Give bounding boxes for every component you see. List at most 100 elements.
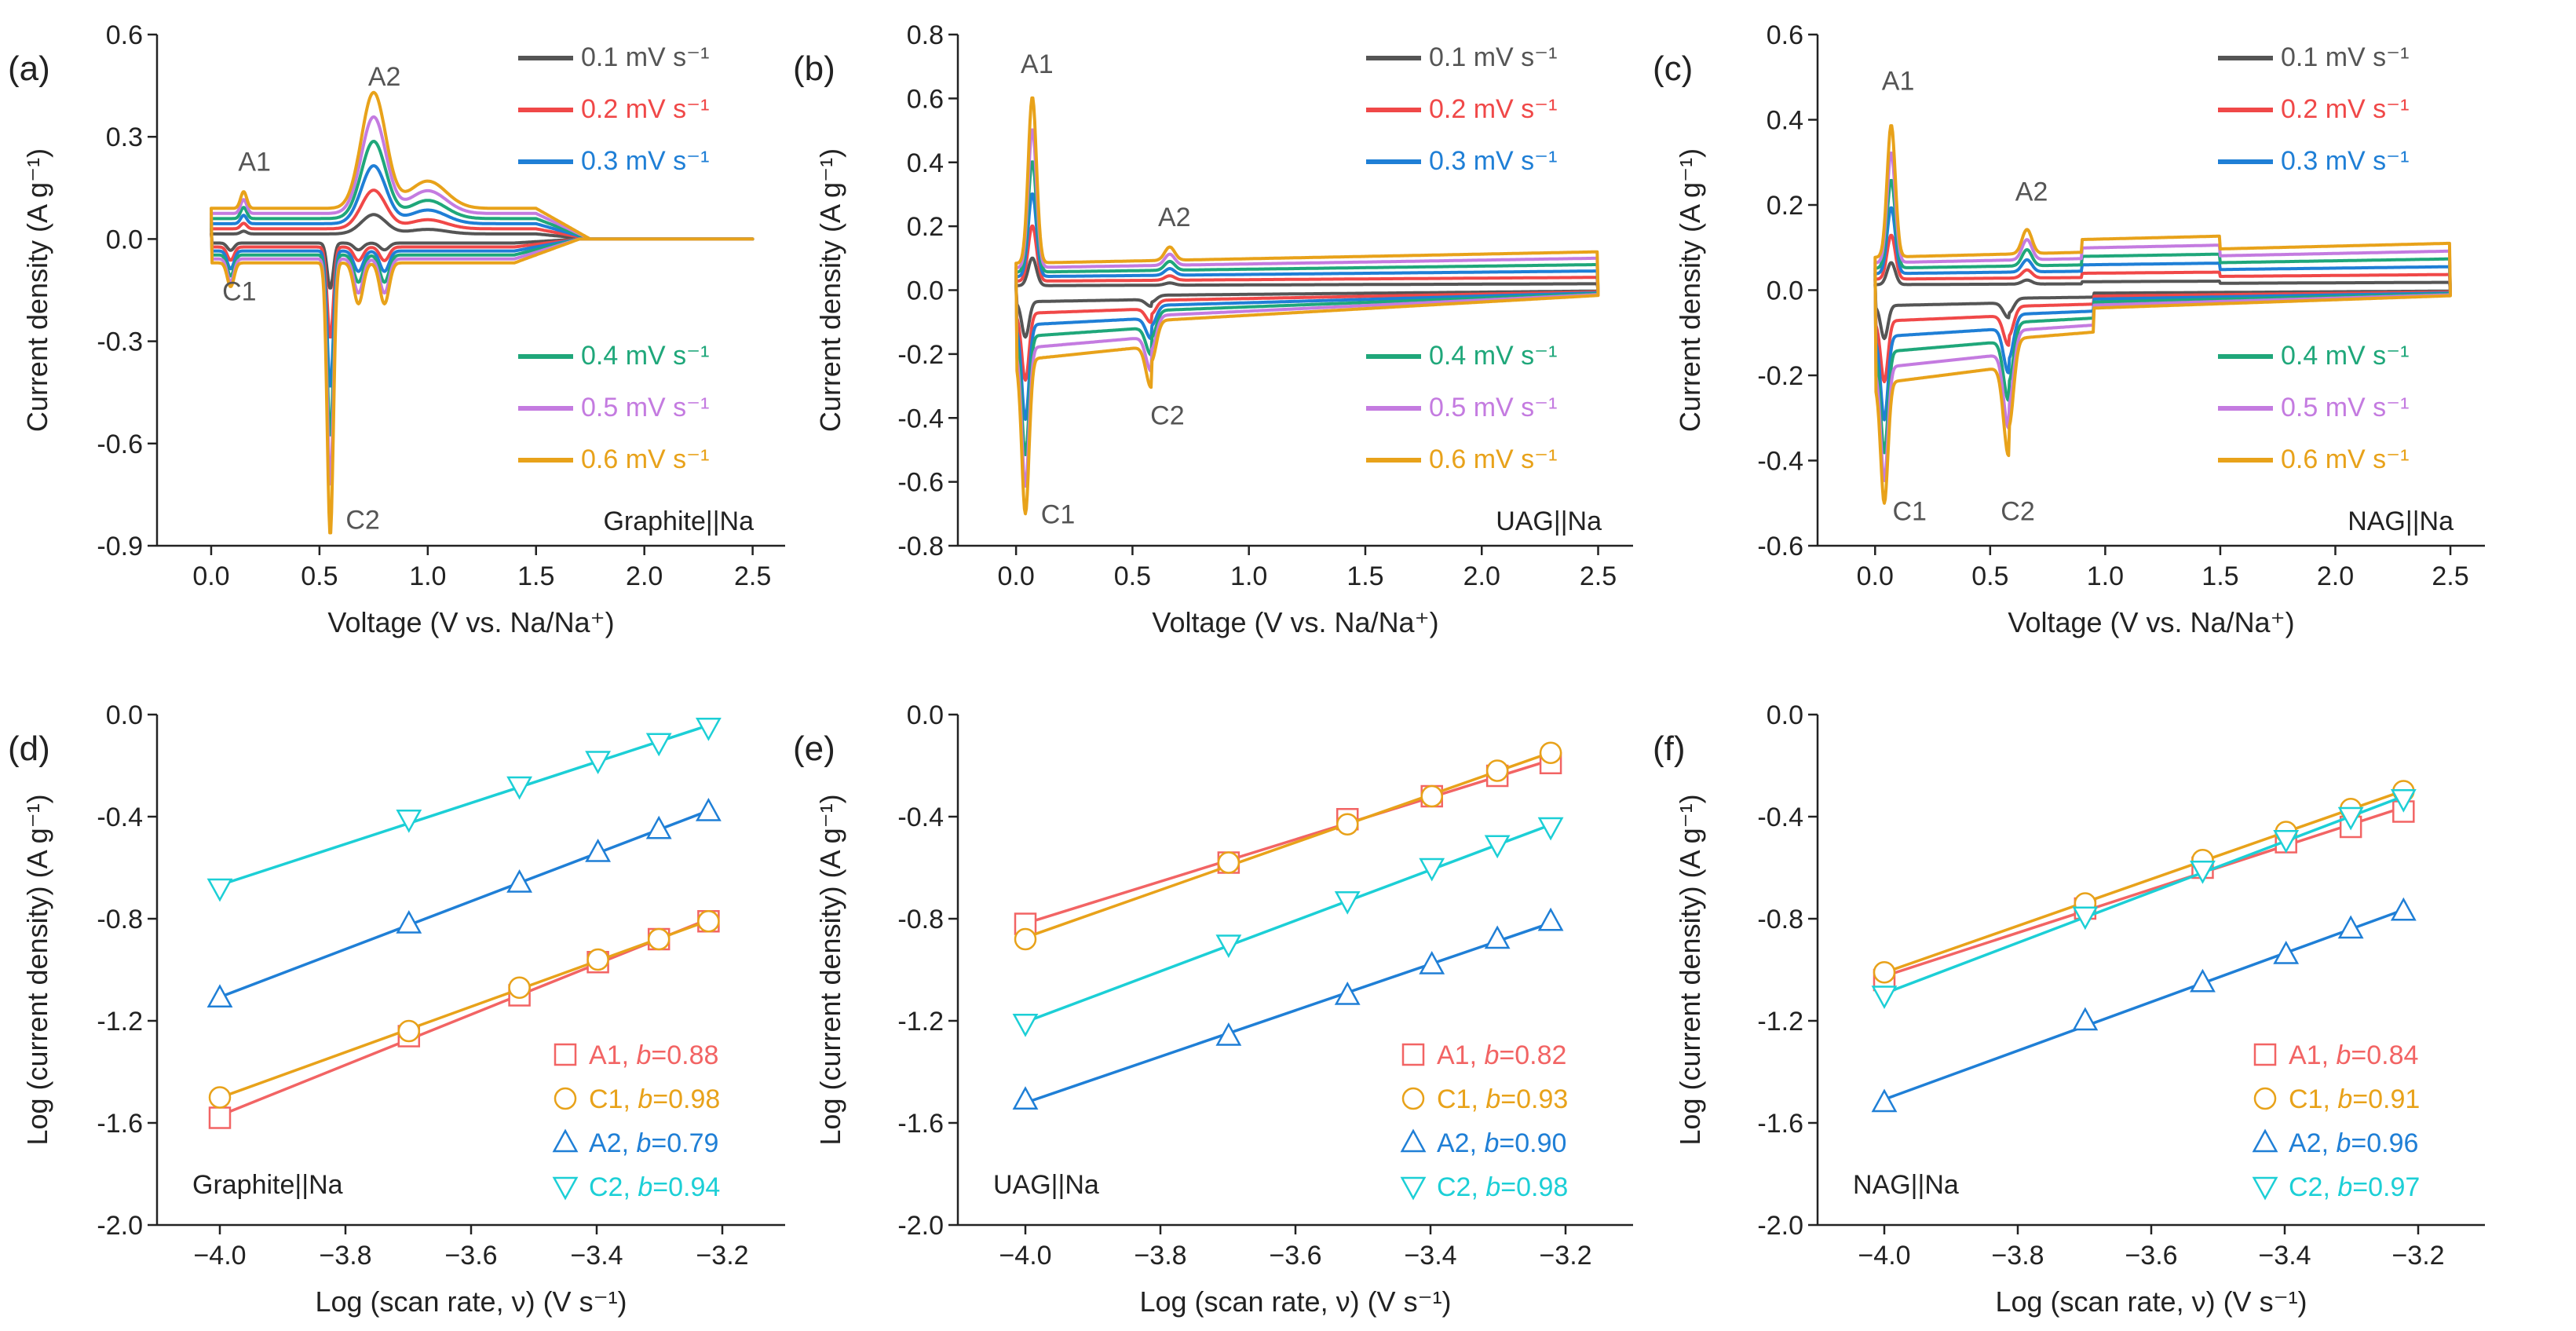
legend-label: 0.2 mV s⁻¹: [1429, 94, 1557, 124]
peak-label: C1: [1893, 496, 1927, 526]
panel-f: 0.0 -0.4 -0.8 -1.2 -1.6 -2.0 −4.0 −3.8 −3.6 −3.4 −…: [1653, 700, 2485, 1318]
x-tick-label: −3.4: [1404, 1241, 1456, 1271]
y-tick-label: -2.0: [897, 1211, 944, 1241]
fit-line-A2: [1884, 909, 2404, 1101]
legend-b-eq: =: [651, 1040, 667, 1070]
y-axis-title: Current density (A g⁻¹): [814, 148, 846, 432]
legend-label: 0.4 mV s⁻¹: [1429, 341, 1557, 371]
point-A1: [208, 1106, 232, 1129]
point-A2: [1871, 1088, 1898, 1113]
legend-marker-C2: [1400, 1176, 1427, 1201]
y-tick-label: -0.6: [1757, 532, 1803, 561]
point-C2: [1012, 1013, 1039, 1037]
legend-b-eq: =: [2351, 1128, 2366, 1158]
legend-series: C1,: [2289, 1084, 2337, 1114]
legend-marker-C2: [552, 1176, 579, 1201]
panel-label: (d): [8, 729, 50, 768]
legend-marker-A2: [552, 1128, 579, 1153]
point-A2: [1484, 925, 1511, 949]
sample-label: Graphite||Na: [603, 506, 754, 536]
y-tick-label: -0.8: [1757, 905, 1803, 934]
y-tick-label: -0.4: [1757, 803, 1803, 832]
y-tick-label: -0.8: [897, 905, 944, 934]
peak-label: A2: [2015, 177, 2048, 207]
legend-label: 0.5 mV s⁻¹: [2281, 393, 2409, 422]
y-tick-label: -0.2: [1757, 361, 1803, 391]
x-tick-label: 1.5: [517, 561, 554, 591]
point-A2: [1215, 1022, 1242, 1046]
x-tick-label: 0.0: [1857, 561, 1894, 591]
point-C2: [1215, 934, 1242, 959]
x-axis-title: Log (scan rate, ν) (V s⁻¹): [1139, 1285, 1451, 1318]
cv-curve-0.6: [210, 90, 755, 535]
fit-line-C1: [1025, 751, 1551, 939]
legend-label-A2: A2, b=0.96: [2289, 1128, 2418, 1158]
y-tick-label: 0.4: [907, 148, 944, 178]
legend-marker-A1: [2253, 1043, 2277, 1066]
y-axis-title: Current density (A g⁻¹): [1674, 148, 1706, 432]
y-tick-label: -0.8: [897, 532, 944, 561]
x-tick-label: −3.4: [570, 1241, 623, 1271]
legend-label: 0.5 mV s⁻¹: [1429, 393, 1557, 422]
legend-label: 0.5 mV s⁻¹: [581, 393, 709, 422]
x-tick-label: −4.0: [1858, 1241, 1910, 1271]
point-C2: [1419, 857, 1445, 882]
legend-b-symbol: b: [2336, 1040, 2351, 1070]
legend-b-symbol: b: [1484, 1040, 1499, 1070]
y-tick-label: 0.6: [1767, 20, 1803, 50]
y-tick-label: -0.3: [97, 327, 143, 357]
x-tick-label: −3.6: [2125, 1241, 2177, 1271]
legend-label: 0.1 mV s⁻¹: [2281, 42, 2409, 72]
point-A2: [2273, 940, 2300, 964]
x-tick-label: −3.2: [696, 1241, 748, 1271]
fit-line-C1: [1884, 789, 2404, 974]
legend-series: C1,: [1437, 1084, 1485, 1114]
y-tick-label: 0.0: [106, 225, 143, 254]
legend-label-C1: C1, b=0.98: [589, 1084, 720, 1114]
legend-series: A1,: [1437, 1040, 1484, 1070]
legend-label-A2: A2, b=0.90: [1437, 1128, 1566, 1158]
cv-curve-0.6: [1014, 96, 1600, 516]
panel-d: 0.0 -0.4 -0.8 -1.2 -1.6 -2.0 −4.0 −3.8 −3.6 −3.4 −…: [8, 700, 785, 1318]
legend-marker-C1: [554, 1087, 577, 1110]
legend-marker-C1: [2253, 1087, 2277, 1110]
y-tick-label: 0.0: [1767, 276, 1803, 306]
point-A2: [2390, 897, 2417, 921]
y-axis-title: Current density (A g⁻¹): [21, 148, 53, 432]
x-tick-label: 1.5: [2201, 561, 2238, 591]
legend-b-value: 0.93: [1516, 1084, 1568, 1114]
panel-label: (f): [1653, 729, 1686, 768]
panel-e: 0.0 -0.4 -0.8 -1.2 -1.6 -2.0 −4.0 −3.8 −3.6 −3.4 −…: [793, 700, 1633, 1318]
point-C1: [208, 1086, 232, 1109]
point-A2: [695, 797, 722, 821]
y-tick-label: 0.0: [1767, 700, 1803, 730]
legend-label: 0.1 mV s⁻¹: [1429, 42, 1557, 72]
point-C2: [645, 733, 672, 757]
y-axis-title: Log (current density) (A g⁻¹): [1674, 794, 1706, 1145]
legend-label-A1: A1, b=0.88: [589, 1040, 718, 1070]
point-C2: [2390, 788, 2417, 813]
legend-b-symbol: b: [2337, 1172, 2352, 1202]
y-tick-label: 0.2: [907, 212, 944, 242]
legend-label: 0.2 mV s⁻¹: [581, 94, 709, 124]
legend-series: A2,: [589, 1128, 636, 1158]
legend-label: 0.4 mV s⁻¹: [2281, 341, 2409, 371]
legend-b-symbol: b: [638, 1172, 652, 1202]
peak-label: C2: [1150, 400, 1184, 430]
point-A2: [206, 984, 233, 1008]
point-C2: [206, 878, 233, 902]
x-tick-label: −4.0: [999, 1241, 1051, 1271]
x-tick-label: −3.6: [1269, 1241, 1321, 1271]
x-tick-label: 2.0: [1463, 561, 1500, 591]
x-tick-label: 2.0: [626, 561, 663, 591]
point-A2: [1334, 981, 1361, 1005]
y-tick-label: -0.4: [897, 404, 944, 433]
point-C2: [1871, 985, 1898, 1010]
legend-b-eq: =: [2352, 1084, 2368, 1114]
y-tick-label: 0.3: [106, 122, 143, 152]
x-axis-title: Voltage (V vs. Na/Na⁺): [2008, 606, 2294, 638]
fit-line-C2: [1884, 795, 2404, 995]
legend-b-eq: =: [1499, 1040, 1515, 1070]
point-C2: [2337, 806, 2364, 831]
y-tick-label: -0.9: [97, 532, 143, 561]
